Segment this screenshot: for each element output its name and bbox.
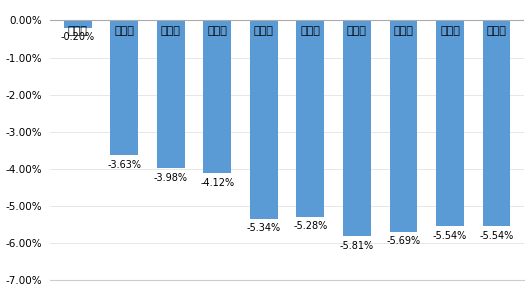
Text: 第八个: 第八个: [393, 26, 413, 36]
Text: 第四个: 第四个: [207, 26, 227, 36]
Bar: [296, 20, 324, 217]
Text: -4.12%: -4.12%: [200, 178, 234, 188]
Bar: [483, 20, 510, 226]
Text: -5.54%: -5.54%: [433, 231, 467, 241]
Text: -5.54%: -5.54%: [480, 231, 514, 241]
Text: 第七个: 第七个: [347, 26, 367, 36]
Bar: [157, 20, 185, 168]
Text: -5.81%: -5.81%: [340, 241, 374, 251]
Text: -3.98%: -3.98%: [154, 173, 188, 183]
Text: -3.63%: -3.63%: [107, 160, 142, 170]
Text: 第一个: 第一个: [68, 26, 87, 36]
Bar: [436, 20, 464, 226]
Text: 第二个: 第二个: [114, 26, 134, 36]
Text: 第五个: 第五个: [254, 26, 274, 36]
Text: -0.20%: -0.20%: [60, 32, 95, 42]
Bar: [110, 20, 138, 155]
Text: 第十个: 第十个: [487, 26, 507, 36]
Bar: [204, 20, 231, 173]
Text: -5.28%: -5.28%: [293, 221, 328, 231]
Text: -5.69%: -5.69%: [386, 236, 420, 246]
Bar: [390, 20, 418, 232]
Text: 第六个: 第六个: [301, 26, 320, 36]
Text: 第九个: 第九个: [440, 26, 460, 36]
Bar: [250, 20, 278, 219]
Text: -5.34%: -5.34%: [247, 223, 281, 233]
Bar: [343, 20, 371, 236]
Text: 第三个: 第三个: [161, 26, 181, 36]
Bar: [64, 20, 92, 28]
